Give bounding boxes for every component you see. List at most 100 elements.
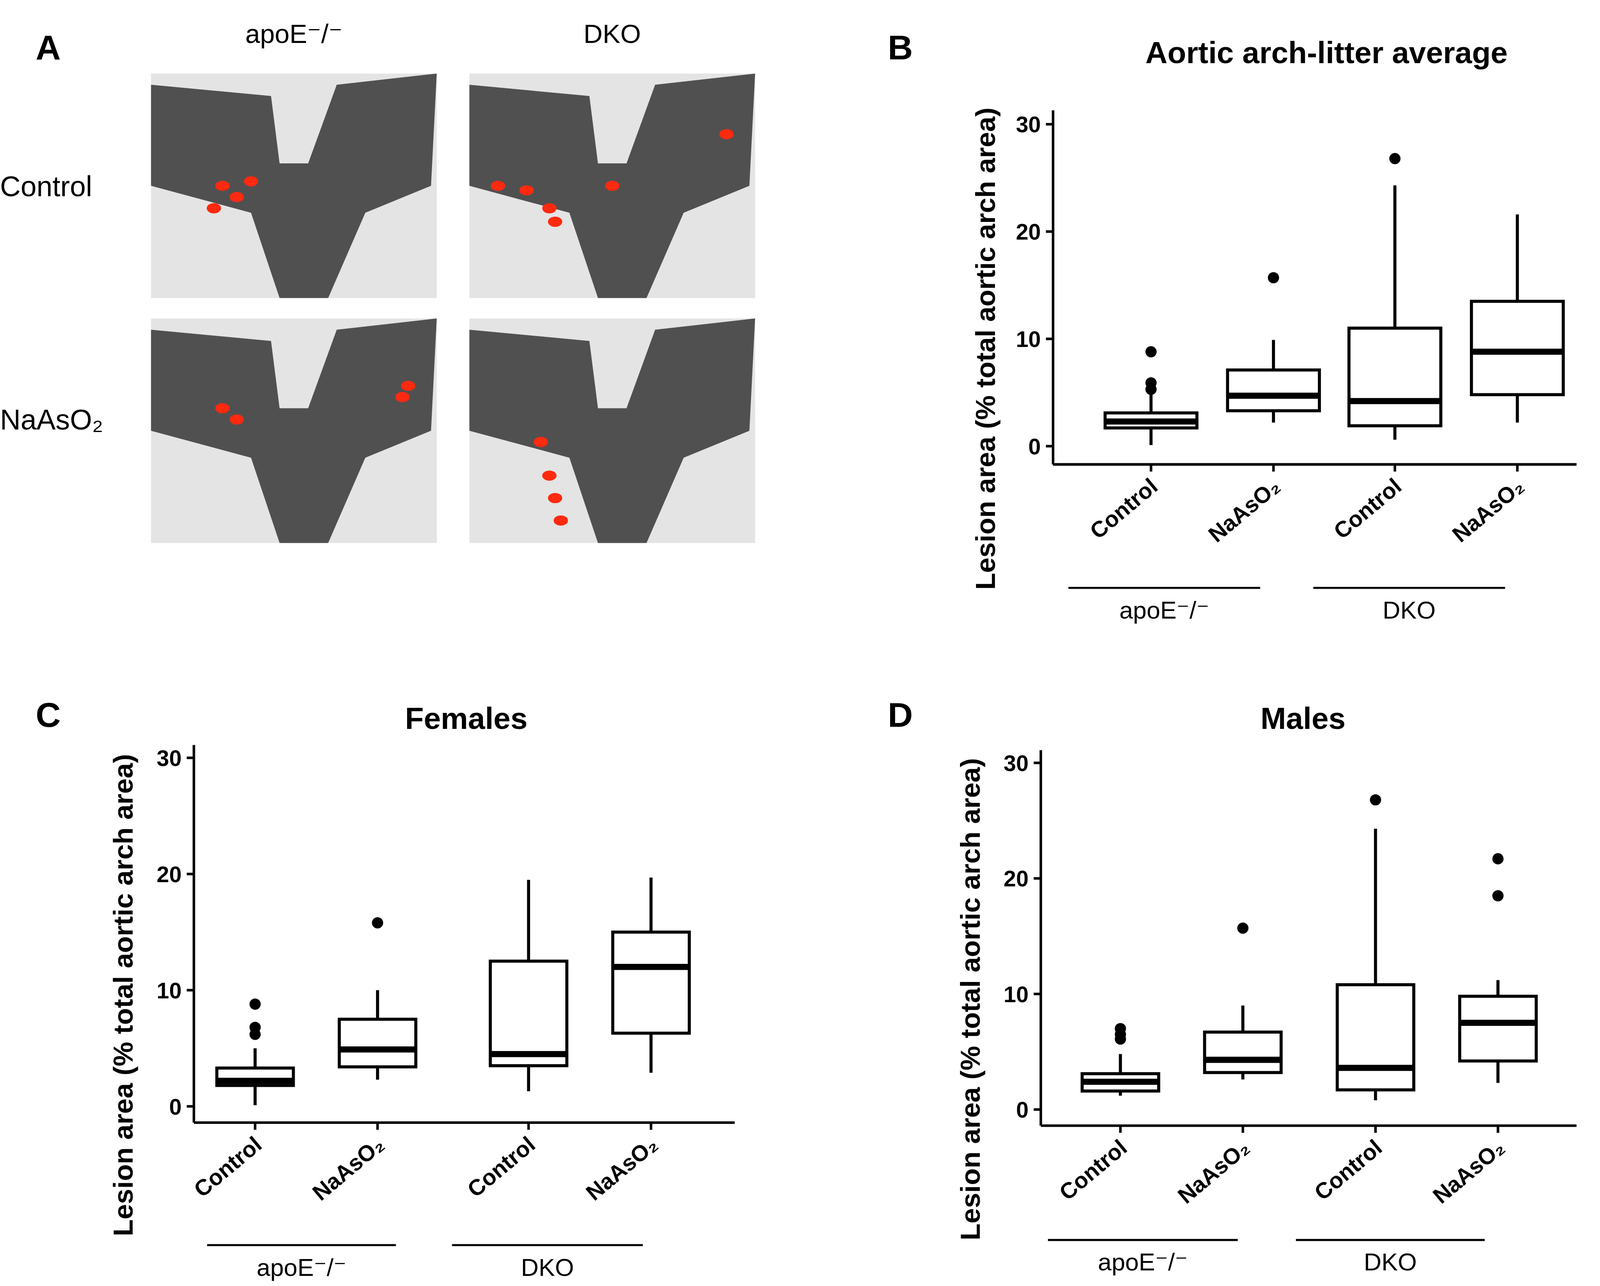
median: [1459, 1019, 1537, 1027]
chart-title: Males: [1260, 701, 1346, 736]
median: [1349, 397, 1441, 405]
lesion-stain: [533, 436, 548, 447]
y-tick: [1045, 445, 1054, 448]
lesion-stain: [547, 493, 563, 504]
x-tick: [1241, 1125, 1245, 1133]
outlier: [1492, 890, 1504, 902]
y-tick-label: 10: [156, 978, 182, 1003]
x-axis: [193, 1121, 735, 1124]
x-tick-label: Control: [462, 1131, 540, 1202]
aortic-arch-image: [469, 73, 756, 299]
outlier: [1114, 1022, 1127, 1035]
outlier: [1370, 794, 1382, 806]
lower-whisker: [1393, 425, 1397, 440]
box: [1349, 328, 1441, 426]
outlier: [371, 917, 384, 929]
column-label: apoE⁻/⁻: [245, 18, 343, 49]
y-tick-label: 20: [1003, 866, 1029, 891]
upper-whisker: [649, 877, 653, 933]
lower-whisker: [1149, 427, 1153, 446]
y-axis-label: Lesion area (% total aortic arch area): [107, 753, 139, 1236]
box: [1337, 984, 1414, 1091]
lower-whisker: [253, 1085, 257, 1106]
tissue: [151, 318, 438, 543]
x-tick-label: NaAsO₂: [307, 1131, 389, 1206]
median: [490, 1050, 567, 1058]
box: [490, 961, 567, 1066]
image-background: [151, 318, 438, 543]
lesion-stain: [243, 176, 259, 187]
upper-whisker: [1496, 980, 1500, 997]
median: [1204, 1056, 1282, 1064]
y-axis: [192, 744, 195, 1123]
median: [1227, 392, 1320, 400]
lesion-stain: [215, 180, 230, 191]
x-tick-label: Control: [1085, 473, 1163, 544]
y-tick: [186, 756, 194, 760]
group-label: apoE⁻/⁻: [1098, 1248, 1188, 1276]
plot-area: [216, 877, 690, 1106]
lesion-stain: [542, 202, 557, 214]
group-bracket: [1068, 586, 1261, 590]
box: [1204, 1032, 1282, 1073]
panel-label: D: [887, 695, 913, 734]
x-tick: [1496, 1125, 1500, 1133]
y-tick-label: 30: [1016, 112, 1041, 137]
y-tick: [186, 1104, 194, 1108]
lesion-stain: [605, 180, 620, 191]
panel-label: A: [35, 27, 62, 67]
y-axis: [1039, 749, 1043, 1126]
y-tick: [1033, 992, 1041, 995]
box-chart: D Males Lesion area (% total aortic arch a…: [887, 695, 1577, 1276]
y-tick: [1045, 337, 1054, 341]
outlier: [249, 1021, 262, 1033]
upper-whisker: [527, 879, 531, 961]
plot-area: [1105, 152, 1564, 446]
y-tick-label: 0: [1016, 1097, 1029, 1123]
outlier: [1145, 377, 1157, 389]
x-tick-label: Control: [1054, 1134, 1132, 1206]
y-tick-label: 30: [156, 745, 182, 771]
x-tick-label: Control: [1328, 473, 1406, 544]
lower-whisker: [527, 1065, 531, 1092]
y-tick-label: 0: [169, 1094, 182, 1120]
plot-area: [1082, 794, 1536, 1101]
x-tick: [649, 1122, 653, 1130]
x-tick-label: Control: [1309, 1134, 1387, 1206]
upper-whisker: [1373, 828, 1377, 985]
lower-whisker: [1496, 1061, 1500, 1083]
lesion-stain: [547, 216, 563, 227]
x-tick-label: Control: [189, 1131, 267, 1202]
upper-whisker: [1272, 339, 1275, 370]
median: [1105, 418, 1198, 425]
lower-whisker: [649, 1033, 653, 1073]
median: [216, 1077, 294, 1084]
box: [216, 1067, 294, 1086]
box: [339, 1018, 416, 1067]
box: [1105, 413, 1198, 429]
lower-whisker: [1373, 1089, 1377, 1101]
x-tick-label: NaAsO₂: [1428, 1134, 1510, 1209]
upper-whisker: [1149, 394, 1153, 413]
x-tick-label: NaAsO₂: [1203, 473, 1285, 547]
upper-whisker: [1118, 1053, 1122, 1074]
lower-whisker: [1515, 394, 1519, 423]
median: [1082, 1078, 1159, 1086]
lesion-stain: [229, 414, 244, 425]
lesion-stain: [400, 380, 416, 391]
x-tick: [527, 1122, 530, 1130]
y-axis-label: Lesion area (% total aortic arch area): [954, 757, 986, 1240]
group-label: DKO: [1382, 596, 1436, 624]
aortic-arch-image: [151, 318, 438, 543]
image-background: [469, 73, 756, 299]
outlier: [1145, 346, 1157, 358]
y-tick-label: 0: [1028, 434, 1041, 459]
median: [612, 963, 690, 971]
x-tick: [1374, 1125, 1377, 1133]
median: [339, 1046, 416, 1053]
group-bracket: [1313, 586, 1506, 590]
panel-label: C: [35, 695, 62, 734]
group-bracket: [1296, 1238, 1485, 1241]
y-tick-label: 20: [156, 861, 182, 887]
y-tick: [186, 988, 194, 992]
